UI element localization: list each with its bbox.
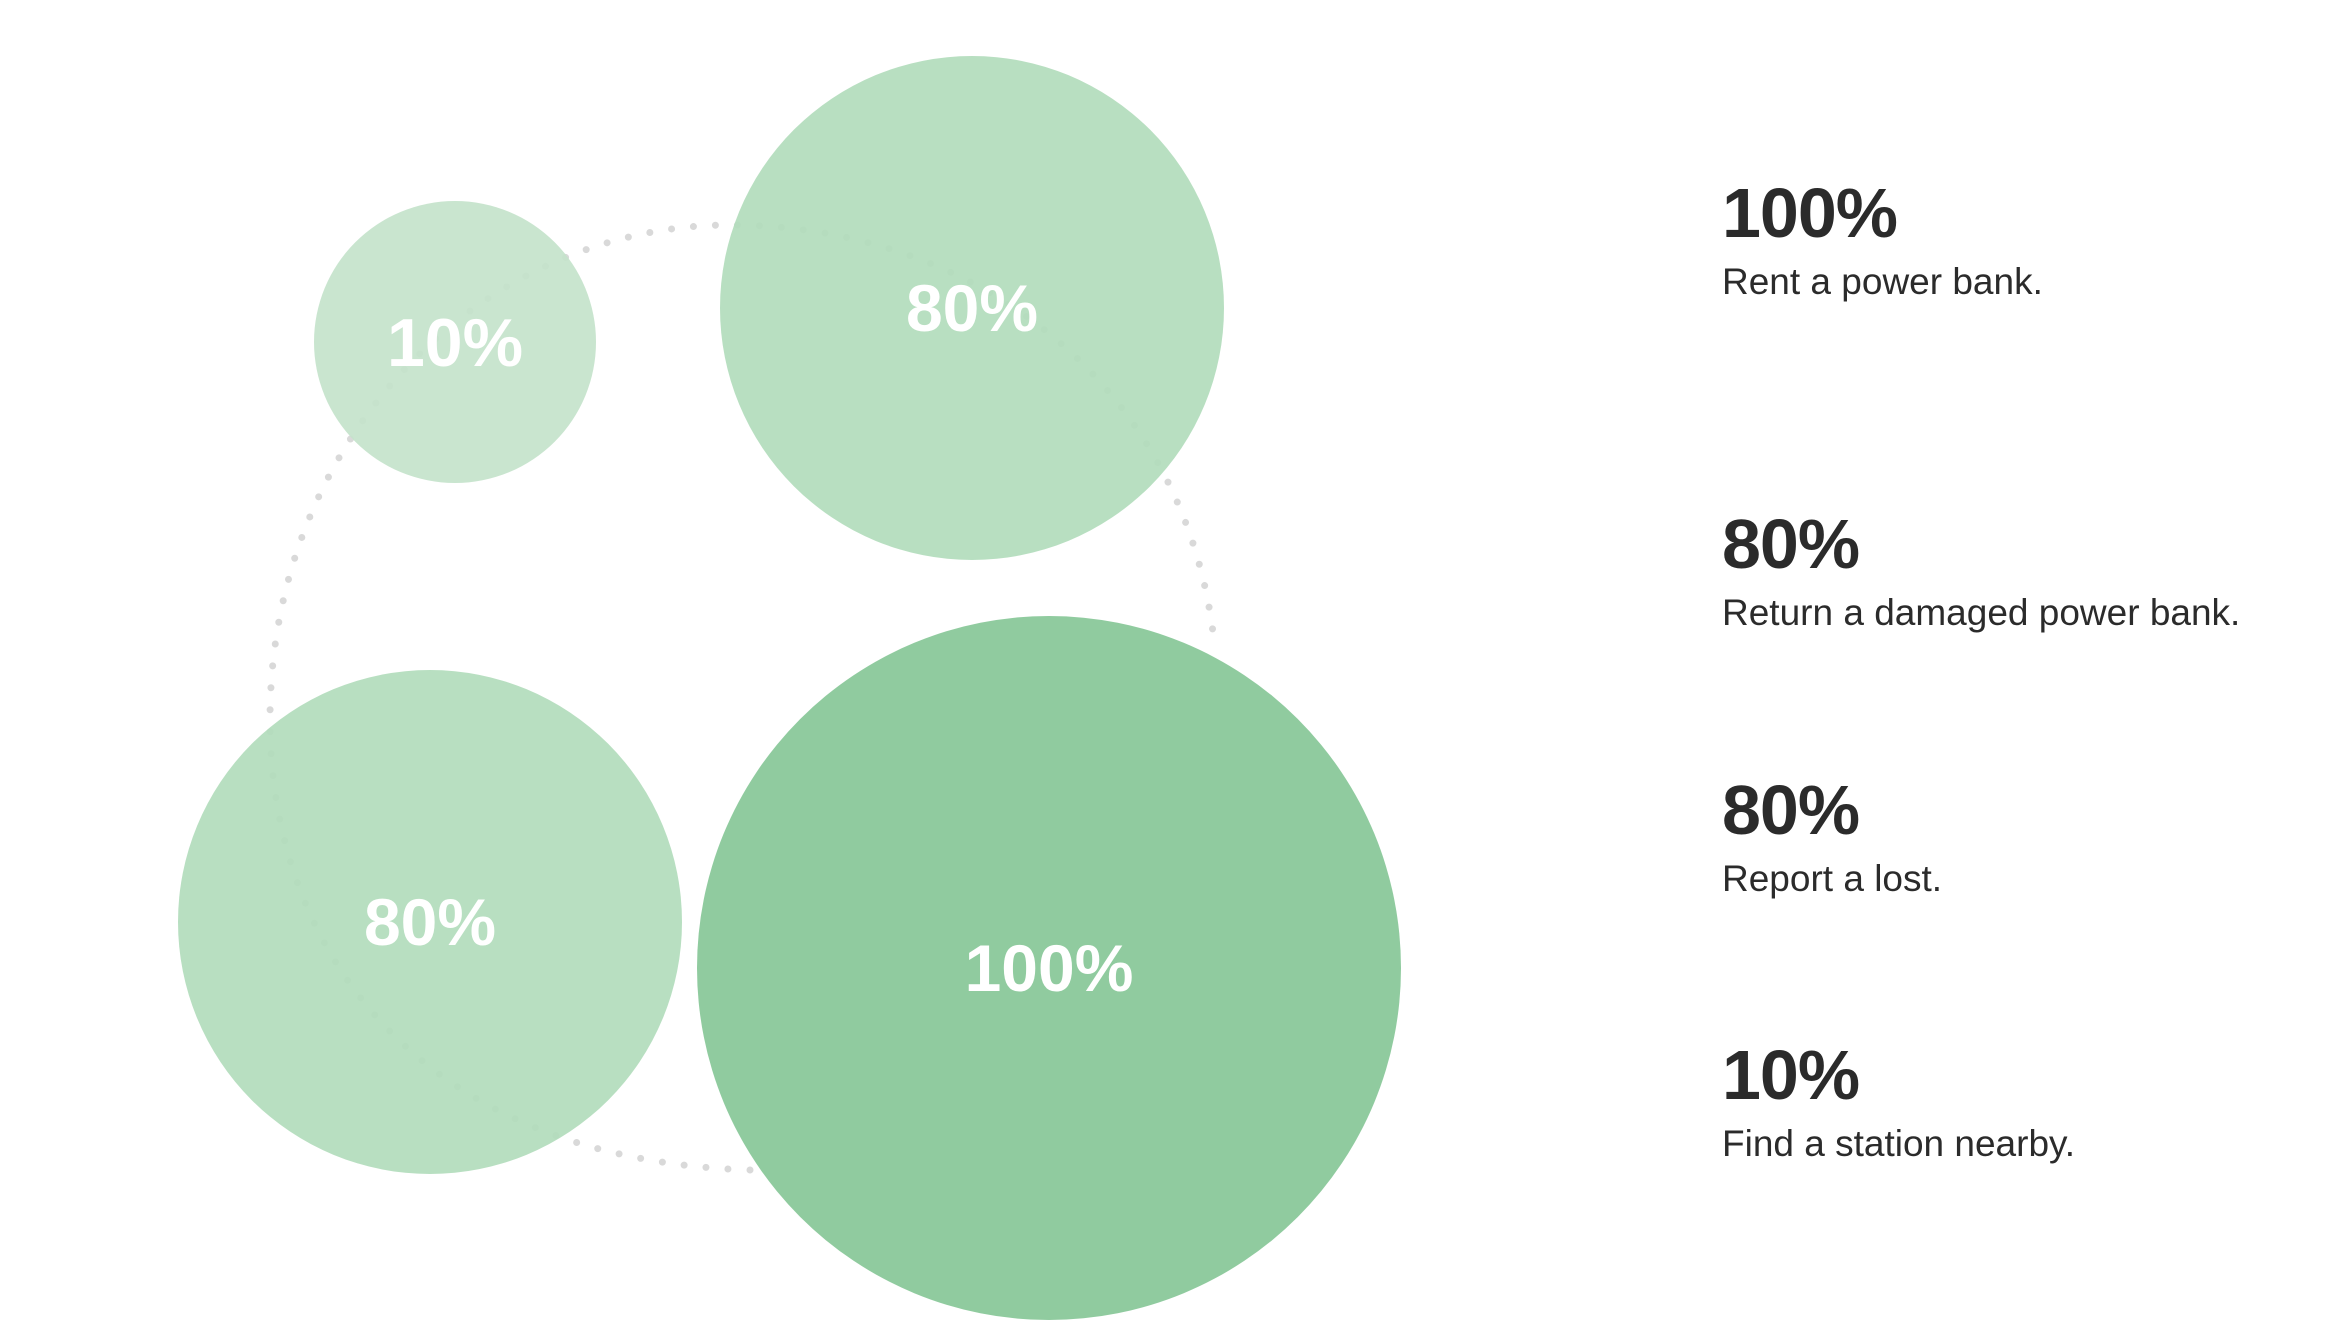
legend-value: 10% [1722, 1040, 2322, 1110]
legend-item-find-station: 10% Find a station nearby. [1722, 1040, 2322, 1164]
legend-text: Return a damaged power bank. [1722, 593, 2322, 633]
legend-text: Report a lost. [1722, 859, 2322, 899]
bubble-group: 10% [314, 201, 596, 483]
bubble-group: 100% [697, 616, 1401, 1320]
legend-value: 80% [1722, 775, 2322, 845]
bubble-label: 100% [965, 931, 1134, 1005]
legend-item-return-damaged: 80% Return a damaged power bank. [1722, 509, 2322, 633]
bubbles-layer: 10% 80% 80% 100% [178, 56, 1401, 1320]
legend-item-rent: 100% Rent a power bank. [1722, 178, 2322, 302]
legend-item-report-lost: 80% Report a lost. [1722, 775, 2322, 899]
bubble-label: 80% [906, 271, 1038, 345]
legend-text: Find a station nearby. [1722, 1124, 2322, 1164]
bubble-label: 80% [364, 885, 496, 959]
bubble-group: 80% [178, 670, 682, 1174]
legend-text: Rent a power bank. [1722, 262, 2322, 302]
bubble-group: 80% [720, 56, 1224, 560]
bubble-label: 10% [387, 305, 523, 381]
legend-value: 80% [1722, 509, 2322, 579]
legend-value: 100% [1722, 178, 2322, 248]
